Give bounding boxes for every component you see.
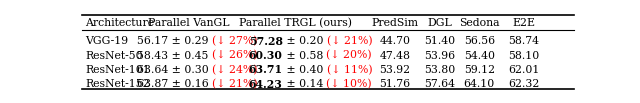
Text: ± 0.20: ± 0.20 xyxy=(283,36,326,46)
Text: ResNet-101: ResNet-101 xyxy=(85,65,150,75)
Text: Architecture: Architecture xyxy=(85,18,154,28)
Text: (↓ 11%): (↓ 11%) xyxy=(326,65,372,75)
Text: 57.28: 57.28 xyxy=(248,36,283,47)
Text: ResNet-50: ResNet-50 xyxy=(85,51,143,61)
Text: 44.70: 44.70 xyxy=(380,36,410,46)
Text: (↓ 10%): (↓ 10%) xyxy=(326,79,372,89)
Text: 53.92: 53.92 xyxy=(380,65,410,75)
Text: ± 0.58: ± 0.58 xyxy=(282,51,326,61)
Text: ± 0.40: ± 0.40 xyxy=(283,65,326,75)
Text: 58.10: 58.10 xyxy=(508,51,540,61)
Text: (↓ 21%): (↓ 21%) xyxy=(326,36,372,46)
Text: 59.12: 59.12 xyxy=(464,65,495,75)
Text: ± 0.14: ± 0.14 xyxy=(282,79,326,89)
Text: 51.76: 51.76 xyxy=(380,79,410,89)
Text: 58.43 ± 0.45: 58.43 ± 0.45 xyxy=(137,51,212,61)
Text: 57.64: 57.64 xyxy=(424,79,455,89)
Text: 58.74: 58.74 xyxy=(508,36,540,46)
Text: 63.71: 63.71 xyxy=(248,64,283,75)
Text: 54.40: 54.40 xyxy=(464,51,495,61)
Text: 64.10: 64.10 xyxy=(463,79,495,89)
Text: 63.64 ± 0.30: 63.64 ± 0.30 xyxy=(137,65,212,75)
Text: (↓ 24%): (↓ 24%) xyxy=(212,65,258,75)
Text: (↓ 20%): (↓ 20%) xyxy=(326,50,372,61)
Text: 62.01: 62.01 xyxy=(508,65,540,75)
Text: 53.80: 53.80 xyxy=(424,65,455,75)
Text: 56.17 ± 0.29: 56.17 ± 0.29 xyxy=(137,36,212,46)
Text: 56.56: 56.56 xyxy=(464,36,495,46)
Text: PredSim: PredSim xyxy=(371,18,419,28)
Text: VGG-19: VGG-19 xyxy=(85,36,128,46)
Text: (↓ 21%): (↓ 21%) xyxy=(212,79,258,89)
Text: Sedona: Sedona xyxy=(459,18,500,28)
Text: 47.48: 47.48 xyxy=(380,51,410,61)
Text: DGL: DGL xyxy=(428,18,452,28)
Text: 60.30: 60.30 xyxy=(248,50,282,61)
Text: 51.40: 51.40 xyxy=(424,36,455,46)
Text: (↓ 26%): (↓ 26%) xyxy=(212,50,257,61)
Text: E2E: E2E xyxy=(513,18,536,28)
Text: 53.96: 53.96 xyxy=(424,51,455,61)
Text: (↓ 27%): (↓ 27%) xyxy=(212,36,257,46)
Text: 64.23: 64.23 xyxy=(248,79,282,90)
Text: 62.32: 62.32 xyxy=(508,79,540,89)
Text: 63.87 ± 0.16: 63.87 ± 0.16 xyxy=(137,79,212,89)
Text: ResNet-152: ResNet-152 xyxy=(85,79,150,89)
Text: Parallel VanGL: Parallel VanGL xyxy=(148,18,230,28)
Text: Parallel TRGL (ours): Parallel TRGL (ours) xyxy=(239,18,352,28)
